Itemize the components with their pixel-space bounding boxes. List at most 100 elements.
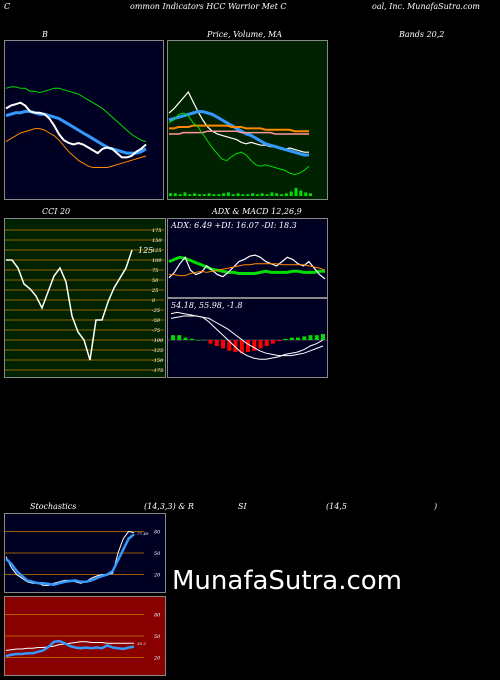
volume-bar — [217, 194, 221, 196]
cci-tick-label: -125 — [152, 348, 163, 354]
macd-histogram-bar — [221, 340, 225, 349]
volume-bar — [309, 193, 312, 196]
volume-bar — [193, 193, 197, 196]
ma-title: Price, Volume, MA — [207, 30, 283, 39]
rsi-params: (14,5 — [326, 502, 347, 511]
volume-bar — [198, 194, 201, 196]
volume-bar — [236, 193, 240, 196]
volume-bar — [289, 191, 293, 196]
panel-background — [4, 40, 164, 200]
volume-bar — [275, 193, 279, 196]
cci-tick-label: -25 — [152, 308, 160, 314]
volume-bar — [280, 194, 283, 196]
cci-panel: 175 150 125 100 75 50 25 0 -25 -50 -75 -100 -125 -150… — [4, 218, 166, 378]
macd-signal-line — [170, 315, 324, 357]
header-left: C — [4, 2, 11, 11]
bands-title: Bands 20,2 — [399, 30, 445, 39]
watermark: MunafaSutra.com — [172, 566, 403, 596]
cci-tick-label: -50 — [152, 318, 161, 324]
volume-bar — [173, 193, 177, 196]
bollinger-title: B — [42, 30, 48, 39]
header-right: oal, Inc. MunafaSutra.com — [372, 2, 480, 11]
volume-bar — [231, 194, 235, 196]
bollinger-price-line — [5, 101, 147, 159]
macd-histogram-bar — [183, 337, 188, 340]
stoch-params: (14,3,3) & R — [144, 502, 194, 511]
volume-bar — [299, 190, 303, 196]
macd-histogram-bar — [233, 340, 238, 352]
cci-tick-label: -175 — [152, 368, 163, 374]
volume-bar — [265, 194, 269, 196]
volume-bar — [251, 193, 255, 196]
macd-histogram-bar — [214, 340, 219, 346]
macd-histogram-bar — [252, 340, 257, 351]
bollinger-panel — [4, 40, 164, 200]
volume-bar — [212, 194, 216, 196]
cci-tick-label: 175 — [152, 228, 162, 234]
stochastics-panel: 80 50 20 77.49 — [4, 513, 166, 593]
macd-histogram-bar — [208, 340, 213, 344]
volume-bar — [169, 193, 172, 196]
cci-tick-label: -75 — [152, 328, 160, 334]
rsi-title: SI — [238, 502, 247, 511]
macd-histogram-bar — [196, 340, 200, 341]
volume-bar — [246, 194, 250, 196]
cci-tick-label: -150 — [152, 358, 164, 364]
stoch-tick-label: 50 — [154, 551, 161, 557]
macd-histogram-bar — [246, 340, 250, 352]
stoch-title: Stochastics — [30, 502, 77, 511]
ma-panel — [167, 40, 328, 200]
volume-bar — [207, 193, 211, 196]
cci-line — [6, 249, 133, 361]
macd-histogram-bar — [308, 335, 313, 340]
ma-line-blue — [168, 110, 309, 157]
ma-line-orange — [169, 124, 309, 133]
rsi-last-value: 35.2 — [137, 641, 146, 646]
rsi-panel: 80 50 20 35.2 — [4, 596, 166, 676]
ma-line-green — [168, 112, 310, 176]
volume-bar — [188, 194, 192, 196]
volume-bar — [284, 193, 288, 196]
adx-line-orange — [169, 263, 326, 277]
macd-histogram-bar — [271, 340, 275, 344]
adx-values-text: ADX: 6.49 +DI: 16.07 -DI: 18.3 — [170, 221, 297, 230]
volume-bar — [255, 194, 259, 196]
macd-histogram-bar — [202, 340, 207, 341]
macd-panel: 54.18, 55.98, -1.8 — [167, 298, 328, 378]
macd-histogram-bar — [239, 340, 244, 354]
stoch-line-blue — [5, 533, 135, 586]
volume-bar — [270, 192, 274, 196]
volume-bar — [294, 187, 298, 196]
stoch-tick-label: 80 — [154, 529, 161, 535]
rsi-tick-label: 80 — [154, 612, 161, 618]
cci-last-value: 125 — [138, 246, 153, 255]
rsi-tick-label: 20 — [153, 656, 161, 662]
cci-tick-label: 150 — [152, 238, 162, 244]
cci-tick-label: 0 — [152, 298, 156, 304]
rsi-tick-label: 50 — [154, 634, 161, 640]
macd-histogram-bar — [283, 338, 288, 340]
cci-tick-label: -100 — [152, 338, 164, 344]
macd-histogram-bar — [321, 334, 325, 340]
rsi-close-paren: ) — [434, 502, 438, 511]
volume-bar — [222, 193, 226, 196]
adx-panel: ADX: 6.49 +DI: 16.07 -DI: 18.3 — [167, 218, 328, 298]
macd-histogram-bar — [189, 338, 194, 340]
macd-histogram-bar — [258, 340, 263, 349]
adx-title: ADX & MACD 12,26,9 — [212, 207, 302, 216]
rsi-line-white — [5, 641, 134, 651]
cci-tick-label: 100 — [152, 258, 162, 264]
volume-bar — [260, 193, 264, 196]
panel-background — [167, 40, 328, 200]
volume-bar — [241, 194, 245, 196]
stoch-tick-label: 20 — [153, 573, 161, 579]
volume-bar — [304, 192, 308, 196]
macd-histogram-bar — [177, 335, 182, 340]
panel-background — [167, 298, 328, 378]
macd-histogram-bar — [302, 336, 307, 340]
ma-line-pink — [169, 130, 309, 135]
cci-tick-label: 50 — [152, 278, 159, 284]
volume-bar — [178, 194, 182, 196]
macd-histogram-bar — [171, 335, 175, 340]
macd-histogram-bar — [314, 335, 319, 340]
